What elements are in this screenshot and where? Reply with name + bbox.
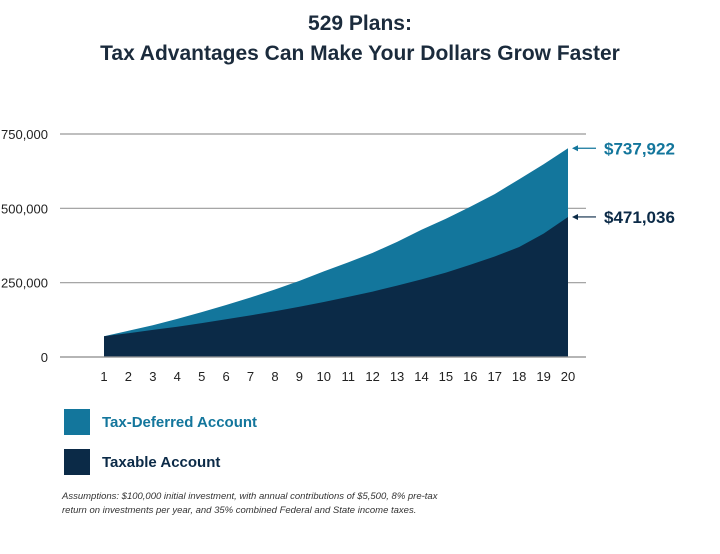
x-tick-label: 8 [271, 369, 278, 384]
y-tick-label: 0 [41, 350, 48, 365]
assumptions-note: Assumptions: $100,000 initial investment… [62, 491, 438, 516]
x-tick-label: 9 [296, 369, 303, 384]
x-tick-label: 2 [125, 369, 132, 384]
x-tick-label: 19 [536, 369, 550, 384]
x-tick-label: 12 [365, 369, 379, 384]
y-tick-label: 750,000 [1, 127, 48, 142]
end-value-label: $471,036 [604, 208, 675, 227]
end-value-label: $737,922 [604, 139, 675, 158]
legend-item-tax-deferred: Tax-Deferred Account [64, 409, 257, 435]
arrowhead-icon [572, 213, 578, 220]
x-tick-label: 3 [149, 369, 156, 384]
x-tick-label: 20 [561, 369, 575, 384]
area-taxable [104, 217, 568, 357]
x-tick-label: 15 [439, 369, 453, 384]
x-tick-label: 14 [414, 369, 428, 384]
x-tick-label: 1 [100, 369, 107, 384]
chart-title-line1: 529 Plans: [308, 12, 412, 35]
y-tick-label: 500,000 [1, 201, 48, 216]
legend-swatch-tax-deferred [64, 409, 90, 435]
x-tick-label: 11 [341, 369, 355, 384]
x-tick-label: 5 [198, 369, 205, 384]
arrowhead-icon [572, 145, 578, 152]
x-tick-label: 13 [390, 369, 404, 384]
x-tick-label: 17 [488, 369, 502, 384]
legend-label-tax-deferred: Tax-Deferred Account [102, 413, 258, 431]
legend-item-taxable: Taxable Account [64, 449, 220, 475]
x-tick-label: 7 [247, 369, 254, 384]
legend-label-taxable: Taxable Account [102, 453, 221, 471]
x-tick-label: 6 [222, 369, 229, 384]
legend-swatch-taxable [64, 449, 90, 475]
x-tick-label: 4 [174, 369, 181, 384]
x-tick-label: 18 [512, 369, 526, 384]
y-tick-label: 250,000 [1, 276, 48, 291]
x-tick-label: 16 [463, 369, 477, 384]
chart-title-line2: Tax Advantages Can Make Your Dollars Gro… [100, 42, 620, 65]
x-tick-label: 10 [317, 369, 331, 384]
